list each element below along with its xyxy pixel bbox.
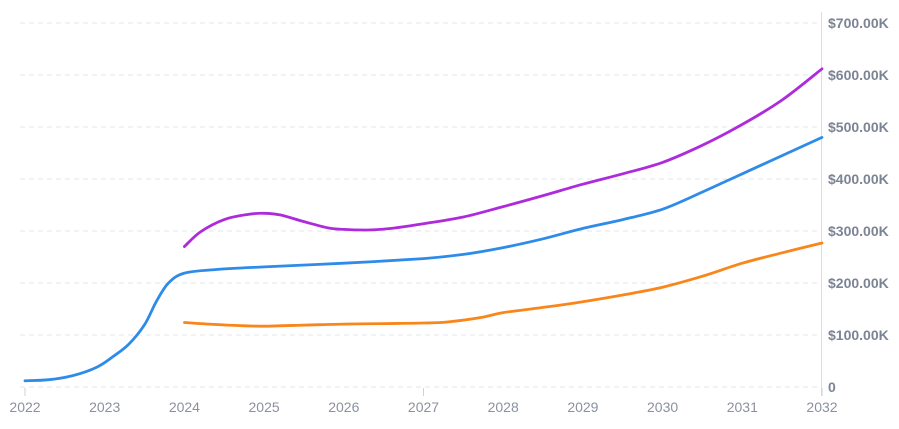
x-axis-label: 2032 — [806, 399, 838, 415]
y-axis-label: $100.00K — [828, 327, 889, 343]
y-axis-label: $200.00K — [828, 275, 889, 291]
x-axis-label: 2023 — [89, 399, 121, 415]
y-axis-label: 0 — [828, 379, 836, 395]
y-axis-label: $600.00K — [828, 67, 889, 83]
x-axis-label: 2027 — [407, 399, 440, 415]
orange-line[interactable] — [183, 241, 824, 328]
y-axis-label: $500.00K — [828, 119, 889, 135]
blue-line[interactable] — [23, 136, 824, 383]
x-axis-label: 2026 — [328, 399, 360, 415]
y-axis-label: $400.00K — [828, 171, 889, 187]
x-axis-label: 2024 — [168, 399, 200, 415]
x-axis-label: 2029 — [567, 399, 599, 415]
y-axis-label: $700.00K — [828, 15, 889, 31]
x-axis-label: 2025 — [248, 399, 280, 415]
purple-line[interactable] — [183, 67, 824, 248]
y-axis-label: $300.00K — [828, 223, 889, 239]
x-axis-label: 2028 — [487, 399, 519, 415]
x-axis-label: 2030 — [647, 399, 679, 415]
x-axis-label: 2031 — [726, 399, 758, 415]
x-axis-label: 2022 — [9, 399, 41, 415]
